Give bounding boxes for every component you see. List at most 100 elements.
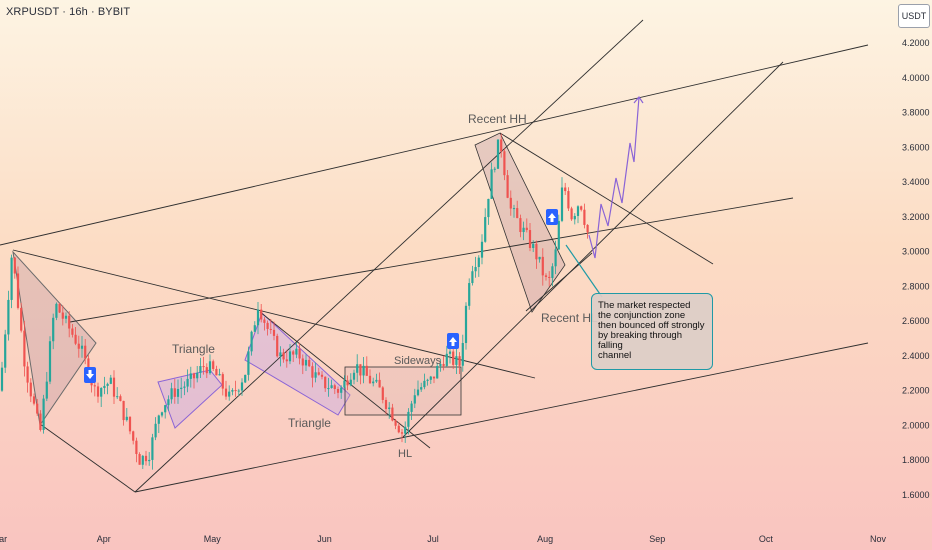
candle xyxy=(202,356,205,375)
y-tick-label: 3.2000 xyxy=(902,212,930,222)
candle xyxy=(109,374,112,385)
candle xyxy=(93,382,96,397)
candle xyxy=(55,302,58,321)
analysis-callout: The market respected the conjunction zon… xyxy=(591,293,713,370)
candle xyxy=(7,290,10,341)
candle xyxy=(157,414,160,433)
callout-line: then bounced off strongly xyxy=(598,320,705,331)
y-tick-label: 4.0000 xyxy=(902,73,930,83)
triangle-label-1: Triangle xyxy=(172,342,215,356)
candle xyxy=(500,133,503,158)
candle xyxy=(218,368,221,376)
candle xyxy=(349,373,352,387)
candle xyxy=(103,376,106,395)
candle xyxy=(42,394,45,434)
candle xyxy=(359,364,362,385)
candle xyxy=(564,182,567,196)
candle xyxy=(544,273,548,281)
candle xyxy=(237,388,240,397)
y-tick-label: 2.8000 xyxy=(902,281,930,291)
candle xyxy=(164,404,167,419)
candle xyxy=(327,377,330,397)
candle xyxy=(144,450,148,466)
candle xyxy=(426,378,429,386)
candle xyxy=(580,205,583,212)
candle xyxy=(576,205,580,224)
x-tick-label: Mar xyxy=(0,534,7,544)
candle xyxy=(407,408,410,435)
x-tick-label: Sep xyxy=(649,534,665,544)
candle xyxy=(356,354,359,382)
candle xyxy=(509,190,512,216)
candle xyxy=(48,336,52,385)
candle xyxy=(368,369,372,384)
candle xyxy=(196,365,199,383)
candle xyxy=(560,177,564,223)
candle xyxy=(295,342,298,359)
candle xyxy=(503,148,506,181)
candle xyxy=(301,354,304,375)
candle xyxy=(29,378,32,403)
candle xyxy=(189,366,192,388)
descending-resistance-line xyxy=(12,249,536,379)
triangle-pattern-2 xyxy=(244,312,351,416)
candle xyxy=(221,372,224,396)
candle xyxy=(304,354,308,371)
candle xyxy=(282,348,285,363)
candle xyxy=(461,334,464,372)
candle xyxy=(128,416,132,435)
price-axis: 4.2000 4.0000 3.8000 3.6000 3.4000 3.2000 3.00… xyxy=(902,38,930,500)
candle xyxy=(551,263,554,287)
candle xyxy=(183,381,186,396)
y-tick-label: 1.8000 xyxy=(902,455,930,465)
arrow-up-icon xyxy=(546,209,558,225)
hl-label: HL xyxy=(398,448,412,460)
candle xyxy=(208,354,212,375)
candle xyxy=(100,387,103,407)
candle xyxy=(77,335,80,358)
falling-channel-upper-line xyxy=(499,132,714,265)
candle xyxy=(541,248,544,286)
candle xyxy=(535,240,538,269)
x-tick-label: Jul xyxy=(427,534,439,544)
candle xyxy=(532,240,535,253)
falling-channel-lower-line xyxy=(525,252,593,312)
upper-channel-line xyxy=(0,44,869,246)
candle xyxy=(391,403,394,422)
candle xyxy=(311,362,314,388)
candle xyxy=(432,376,436,384)
callout-line: the conjunction zone xyxy=(598,310,686,321)
candle xyxy=(458,352,461,374)
x-tick-label: Oct xyxy=(759,534,774,544)
candle xyxy=(138,452,141,465)
callout-line: channel xyxy=(598,350,632,361)
candle xyxy=(269,319,272,334)
candle xyxy=(80,336,84,358)
candle xyxy=(84,339,87,365)
candle xyxy=(224,380,228,400)
candle xyxy=(135,437,138,463)
candle xyxy=(205,363,208,379)
candle xyxy=(119,394,122,402)
candle xyxy=(480,234,484,265)
candle xyxy=(250,330,253,356)
candle xyxy=(247,346,250,381)
candle xyxy=(288,344,292,365)
candle xyxy=(397,422,400,434)
candle xyxy=(404,421,407,443)
candle xyxy=(20,302,23,333)
candle xyxy=(375,373,378,384)
lower-channel-line xyxy=(134,342,869,493)
candle xyxy=(39,410,42,432)
recent-hl-label: Recent HL xyxy=(541,311,598,325)
currency-button[interactable]: USDT xyxy=(898,4,930,28)
lower-left-segment xyxy=(39,423,136,493)
candle xyxy=(199,357,202,379)
candle xyxy=(352,369,356,385)
candle xyxy=(148,452,151,466)
candle xyxy=(170,382,173,404)
candle xyxy=(413,388,416,409)
recent-hh-label: Recent HH xyxy=(468,112,527,126)
callout-pointer xyxy=(565,244,603,298)
